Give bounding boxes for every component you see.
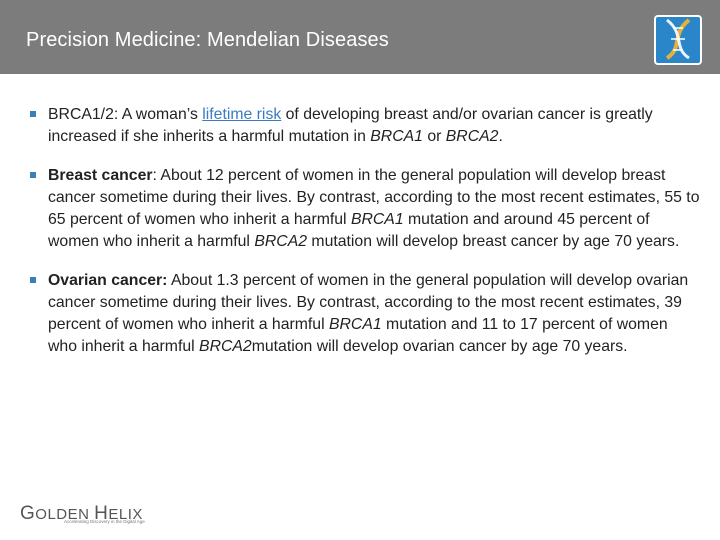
- paragraph-text: mutation will develop breast cancer by a…: [307, 233, 680, 250]
- golden-helix-logo: GOLDEN HELIX Accelerating Discovery in t…: [20, 503, 170, 529]
- paragraph-text: .: [498, 128, 503, 145]
- slide-content: BRCA1/2: A woman’s lifetime risk of deve…: [30, 104, 700, 375]
- paragraph-text: or: [422, 128, 446, 145]
- gene-name: BRCA2: [254, 233, 308, 250]
- logo-wordmark: GOLDEN HELIX: [20, 503, 143, 524]
- gene-name: BRCA1: [370, 128, 423, 145]
- paragraph-text: mutation and around 45 percent of women …: [48, 211, 650, 250]
- gene-name: BRCA2: [199, 338, 252, 355]
- logo-tagline: Accelerating Discovery in the Digital Ag…: [64, 519, 145, 524]
- slide-header: Precision Medicine: Mendelian Diseases: [0, 0, 720, 74]
- paragraph-text: of developing breast and/or ovarian canc…: [48, 106, 653, 145]
- square-bullet-icon: [30, 172, 36, 178]
- paragraph-brca: BRCA1/2: A woman’s lifetime risk of deve…: [30, 104, 700, 148]
- paragraph-text: BRCA1/2: A woman’s: [48, 106, 203, 123]
- paragraph-text: mutation and 11 to 17 percent of women w…: [48, 316, 668, 355]
- lifetime-risk-link[interactable]: lifetime risk: [202, 106, 282, 123]
- paragraph-breast-cancer: Breast cancer: About 12 percent of women…: [30, 165, 700, 253]
- square-bullet-icon: [30, 277, 36, 283]
- paragraph-text: About 1.3 percent of women in the genera…: [48, 272, 689, 333]
- gene-name: BRCA1: [328, 316, 382, 333]
- paragraph-text: : About 12 percent of women in the gener…: [48, 167, 700, 228]
- paragraph-heading: Ovarian cancer:: [48, 272, 168, 289]
- paragraph-text: mutation will develop ovarian cancer by …: [251, 338, 628, 355]
- square-bullet-icon: [30, 111, 36, 117]
- gene-name: BRCA2: [445, 128, 499, 145]
- gene-name: BRCA1: [350, 211, 404, 228]
- paragraph-ovarian-cancer: Ovarian cancer: About 1.3 percent of wom…: [30, 270, 700, 358]
- dna-helix-icon: [654, 15, 702, 65]
- paragraph-heading: Breast cancer: [48, 167, 153, 184]
- page-title: Precision Medicine: Mendelian Diseases: [26, 29, 389, 51]
